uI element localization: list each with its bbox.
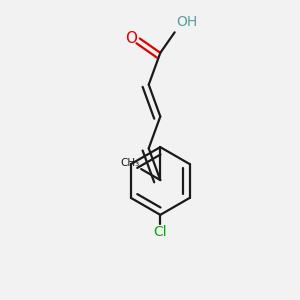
Text: O: O [125,31,137,46]
Text: Cl: Cl [154,225,167,239]
Text: OH: OH [176,15,197,29]
Text: CH₃: CH₃ [121,158,140,168]
